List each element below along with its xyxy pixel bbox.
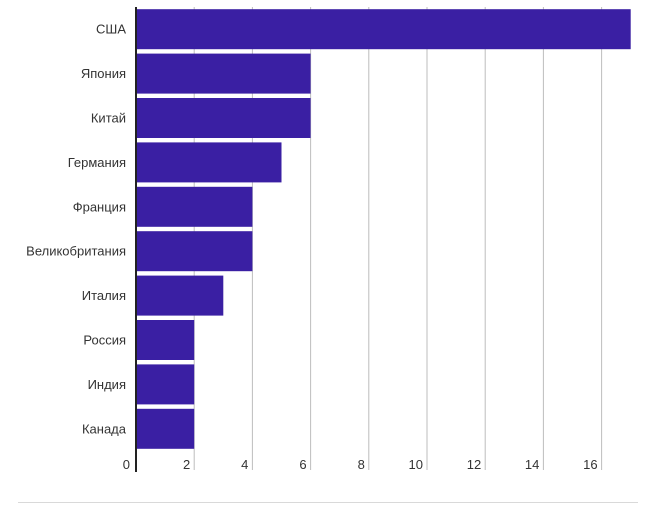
bar-7: [136, 320, 195, 360]
category-label: Россия: [83, 333, 126, 348]
category-labels: США Япония Китай Германия Франция Великобрита…: [26, 22, 127, 437]
category-label: США: [96, 22, 126, 37]
x-tick-label: 10: [409, 457, 423, 472]
x-tick-label: 12: [467, 457, 481, 472]
bar-1: [136, 53, 311, 94]
bar-6: [136, 275, 224, 316]
x-tick-label: 6: [299, 457, 306, 472]
x-tick-label: 2: [183, 457, 190, 472]
bar-4: [136, 186, 253, 227]
category-label: Япония: [81, 66, 126, 81]
category-label: Индия: [88, 377, 126, 392]
bar-3: [136, 142, 282, 183]
x-tick-label: 0: [123, 457, 130, 472]
category-label: Великобритания: [26, 244, 126, 259]
bar-0: [136, 9, 631, 50]
category-label: Германия: [68, 155, 126, 170]
category-label: Китай: [91, 111, 126, 126]
x-tick-label: 16: [583, 457, 597, 472]
category-label: Канада: [82, 421, 127, 436]
x-tick-labels: 0 2 4 6 8 10 12 14 16: [123, 457, 598, 472]
bar-2: [136, 98, 311, 138]
x-tick-label: 8: [358, 457, 365, 472]
category-label: Италия: [82, 288, 126, 303]
bar-8: [136, 364, 195, 405]
bar-9: [136, 408, 195, 449]
bars: [136, 9, 631, 449]
bar-5: [136, 231, 253, 272]
footer-divider: [18, 502, 638, 503]
category-label: Франция: [73, 199, 126, 214]
x-tick-label: 4: [241, 457, 248, 472]
x-tick-label: 14: [525, 457, 539, 472]
